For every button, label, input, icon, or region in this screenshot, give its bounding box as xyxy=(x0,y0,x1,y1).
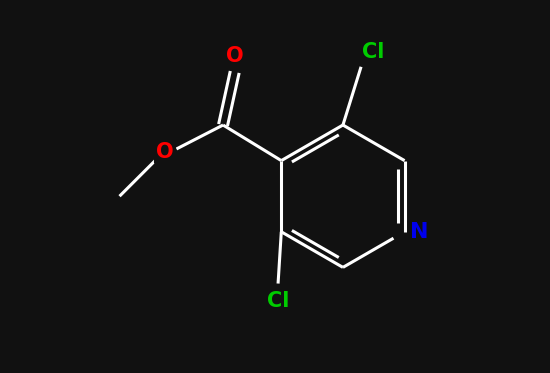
Text: N: N xyxy=(410,222,428,242)
Text: Cl: Cl xyxy=(267,291,289,311)
Text: O: O xyxy=(156,142,174,162)
Text: O: O xyxy=(226,46,244,66)
Text: Cl: Cl xyxy=(361,42,384,62)
